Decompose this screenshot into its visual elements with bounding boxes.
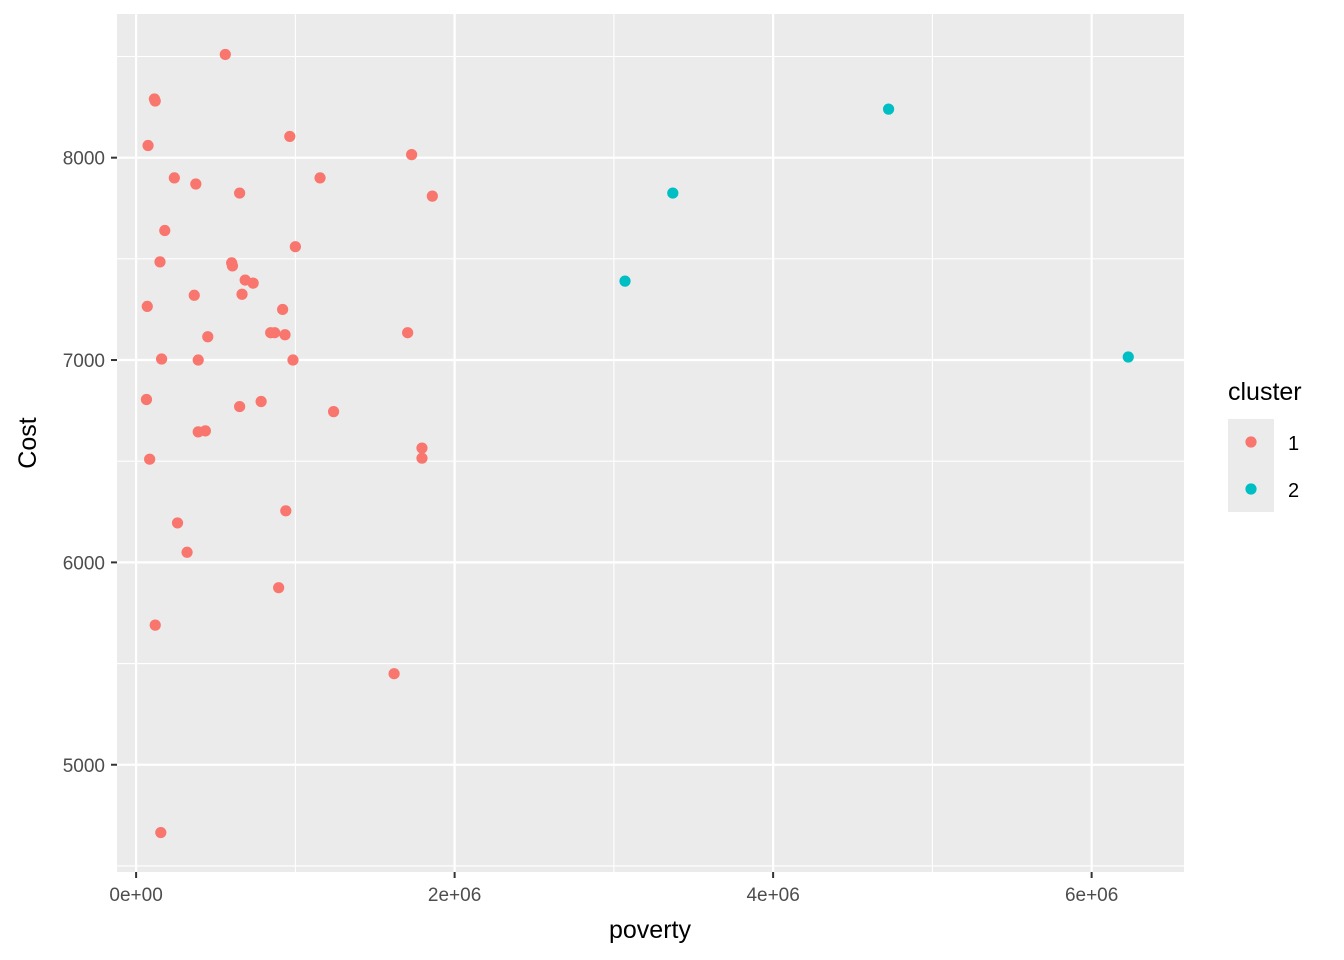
data-point-cluster-1 xyxy=(234,400,246,413)
plot-panel xyxy=(117,14,1184,872)
x-tick-label: 6e+06 xyxy=(1065,885,1118,906)
data-point-cluster-1 xyxy=(171,517,184,529)
data-point-cluster-1 xyxy=(155,353,168,365)
data-point-cluster-2 xyxy=(667,187,679,199)
legend-title: cluster xyxy=(1228,378,1302,406)
data-point-cluster-2 xyxy=(619,275,631,287)
data-point-cluster-1 xyxy=(192,354,204,366)
data-point-cluster-2 xyxy=(1122,351,1134,363)
legend-key-cluster-1 xyxy=(1245,436,1257,448)
y-tick-label: 7000 xyxy=(63,351,105,372)
data-point-cluster-1 xyxy=(388,668,400,680)
data-point-cluster-1 xyxy=(181,546,193,558)
data-point-cluster-1 xyxy=(273,582,285,594)
data-point-cluster-1 xyxy=(154,256,166,268)
x-tick-label: 2e+06 xyxy=(428,885,481,906)
data-point-cluster-1 xyxy=(188,289,200,301)
data-point-cluster-1 xyxy=(190,178,202,190)
data-point-cluster-1 xyxy=(416,452,428,464)
data-point-cluster-1 xyxy=(426,190,438,202)
data-point-cluster-1 xyxy=(140,393,153,406)
x-axis: 0e+00 2e+06 4e+06 6e+06 xyxy=(109,872,1118,906)
data-point-cluster-1 xyxy=(149,95,161,107)
data-point-cluster-1 xyxy=(280,505,292,517)
data-point-cluster-1 xyxy=(284,130,296,143)
data-point-cluster-1 xyxy=(277,303,289,316)
data-point-cluster-1 xyxy=(406,149,418,161)
data-point-cluster-1 xyxy=(149,619,161,631)
data-point-cluster-1 xyxy=(168,172,180,184)
y-tick-label: 8000 xyxy=(63,149,105,170)
data-point-cluster-1 xyxy=(279,329,291,341)
data-point-cluster-1 xyxy=(314,172,326,184)
data-point-cluster-1 xyxy=(159,224,171,237)
data-point-cluster-1 xyxy=(269,327,281,339)
legend-label-cluster-2: 2 xyxy=(1288,480,1299,502)
data-point-cluster-1 xyxy=(402,327,414,339)
data-point-cluster-1 xyxy=(255,395,267,408)
data-points xyxy=(140,48,1134,839)
legend-key-cluster-2 xyxy=(1245,483,1257,495)
data-point-cluster-1 xyxy=(226,260,239,272)
data-point-cluster-1 xyxy=(192,426,204,438)
legend-label-cluster-1: 1 xyxy=(1288,433,1299,455)
data-point-cluster-1 xyxy=(287,354,299,366)
data-point-cluster-1 xyxy=(327,406,340,418)
data-point-cluster-1 xyxy=(416,442,428,454)
data-point-cluster-1 xyxy=(202,331,214,343)
y-tick-label: 5000 xyxy=(63,756,105,777)
data-point-cluster-1 xyxy=(247,277,259,289)
y-axis-title: Cost xyxy=(14,417,42,468)
major-gridlines xyxy=(117,14,1184,872)
data-point-cluster-1 xyxy=(155,826,167,839)
x-tick-label: 4e+06 xyxy=(746,885,799,906)
y-axis: 5000 6000 7000 8000 xyxy=(63,149,117,777)
data-point-cluster-1 xyxy=(142,139,154,152)
data-point-cluster-1 xyxy=(236,288,248,300)
data-point-cluster-1 xyxy=(141,300,153,313)
legend-key-background xyxy=(1228,419,1274,512)
x-tick-label: 0e+00 xyxy=(109,885,162,906)
data-point-cluster-1 xyxy=(234,187,246,199)
legend-entries: 12 xyxy=(1245,433,1299,502)
data-point-cluster-2 xyxy=(882,103,895,115)
x-axis-title: poverty xyxy=(609,916,691,944)
legend: cluster 12 xyxy=(1228,378,1302,512)
data-point-cluster-1 xyxy=(289,241,301,253)
data-point-cluster-1 xyxy=(144,453,156,465)
data-point-cluster-1 xyxy=(219,48,231,61)
y-tick-label: 6000 xyxy=(63,553,105,574)
